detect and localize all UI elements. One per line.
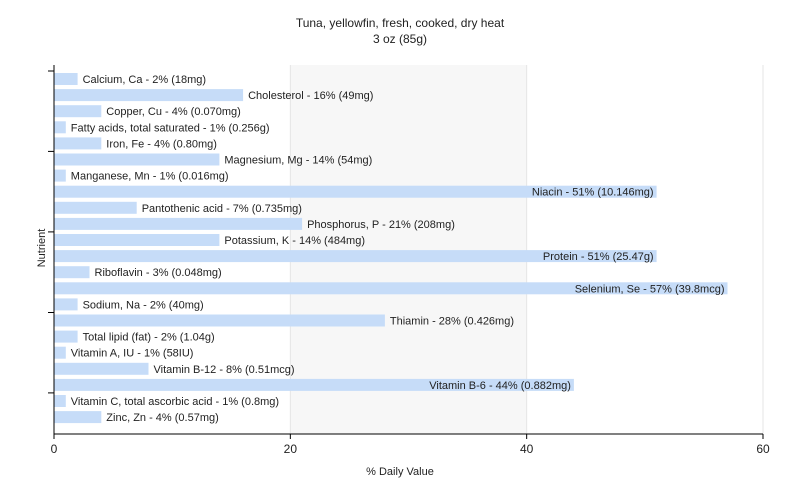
bar [54,185,657,198]
bar-label: Sodium, Na - 2% (40mg) [83,299,204,311]
bar [54,153,220,166]
bar-label: Copper, Cu - 4% (0.070mg) [106,106,241,118]
bar [54,330,78,343]
x-tick-label: 0 [51,442,58,456]
bar [54,298,78,311]
bar [54,250,657,263]
chart-subtitle: 3 oz (85g) [372,32,428,46]
bar [54,234,220,246]
bar-label: Magnesium, Mg - 14% (54mg) [224,155,372,167]
bar-label: Iron, Fe - 4% (0.80mg) [106,138,217,150]
chart-title: Tuna, yellowfin, fresh, cooked, dry heat [295,16,505,30]
bar [54,121,66,134]
bar-label: Potassium, K - 14% (484mg) [224,235,365,247]
bar-label: Cholesterol - 16% (49mg) [248,90,373,102]
bar-label: Riboflavin - 3% (0.048mg) [95,267,222,279]
bar [54,105,102,118]
bar [54,362,149,375]
x-tick-label: 40 [520,442,534,456]
x-tick-label: 60 [756,442,770,456]
bar-label: Total lipid (fat) - 2% (1.04g) [83,332,215,344]
bar [54,217,303,230]
x-tick-label: 20 [284,442,298,456]
grid-band [290,65,527,434]
bar [54,73,78,85]
bar [54,169,66,182]
bar [54,314,385,327]
bar-label: Vitamin C, total ascorbic acid - 1% (0.8… [71,396,279,408]
bar [54,395,66,407]
bar [54,266,90,279]
bar-label: Manganese, Mn - 1% (0.016mg) [71,171,229,183]
bar [54,346,66,359]
bar-label: Calcium, Ca - 2% (18mg) [83,74,206,86]
bar-label: Selenium, Se - 57% (39.8mcg) [575,283,725,295]
bar [54,411,102,424]
bar [54,89,244,102]
bar-label: Fatty acids, total saturated - 1% (0.256… [71,122,270,134]
bar-label: Vitamin B-12 - 8% (0.51mcg) [154,364,295,376]
bar-label: Zinc, Zn - 4% (0.57mg) [106,412,218,424]
bar-label: Vitamin B-6 - 44% (0.882mg) [429,380,571,392]
bar [54,378,574,391]
bar [54,282,728,295]
bar [54,201,137,214]
x-axis-label: % Daily Value [366,466,434,478]
bar-label: Vitamin A, IU - 1% (58IU) [71,348,194,360]
y-axis-label: Nutrient [36,228,48,268]
bar-label: Thiamin - 28% (0.426mg) [390,316,514,328]
bar [54,137,102,150]
bar-label: Pantothenic acid - 7% (0.735mg) [142,203,302,215]
bar-label: Protein - 51% (25.47g) [543,251,654,263]
bar-label: Niacin - 51% (10.146mg) [532,187,654,199]
bar-label: Phosphorus, P - 21% (208mg) [307,219,455,231]
